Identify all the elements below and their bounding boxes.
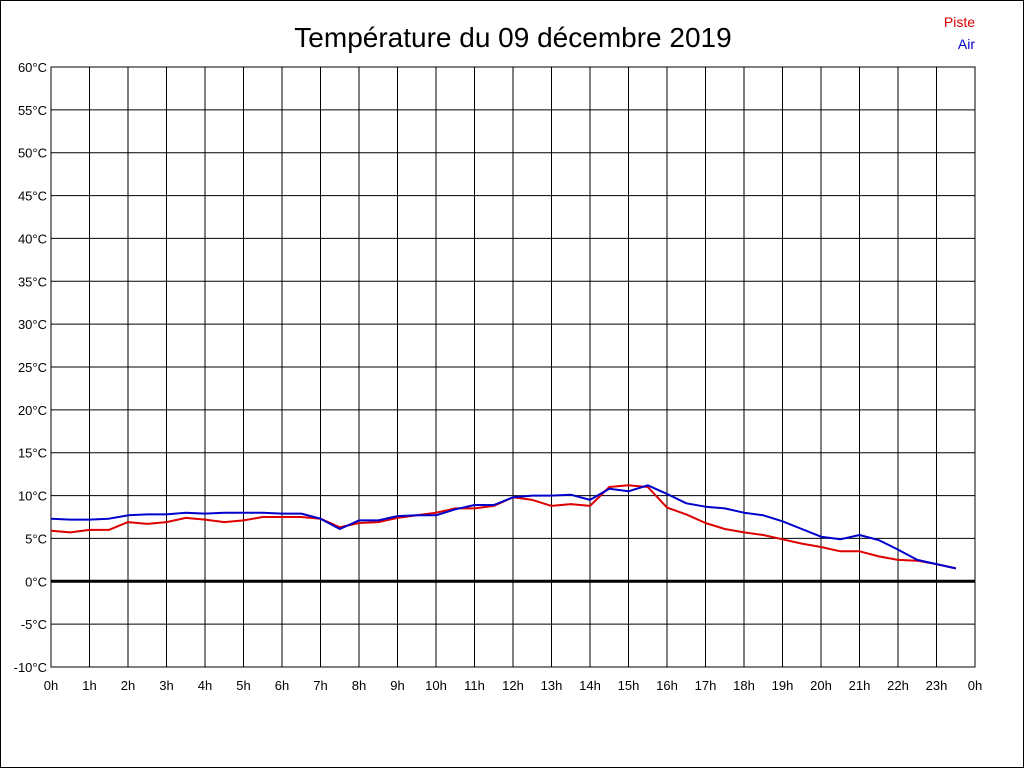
y-tick-label: 40°C <box>18 231 47 246</box>
series-line-air <box>50 484 957 570</box>
x-tick-label: 8h <box>352 678 366 693</box>
x-tick-label: 22h <box>887 678 909 693</box>
x-tick-label: 14h <box>579 678 601 693</box>
x-tick-label: 7h <box>313 678 327 693</box>
x-tick-label: 9h <box>390 678 404 693</box>
y-tick-label: 55°C <box>18 103 47 118</box>
y-tick-label: 25°C <box>18 360 47 375</box>
x-tick-label: 16h <box>656 678 678 693</box>
y-tick-label: 45°C <box>18 189 47 204</box>
x-tick-label: 0h <box>968 678 982 693</box>
x-tick-label: 19h <box>772 678 794 693</box>
x-tick-label: 10h <box>425 678 447 693</box>
y-tick-label: 5°C <box>25 531 47 546</box>
y-tick-label: 30°C <box>18 317 47 332</box>
x-tick-label: 11h <box>464 678 485 693</box>
x-tick-label: 4h <box>198 678 212 693</box>
x-tick-label: 18h <box>733 678 755 693</box>
x-tick-label: 15h <box>618 678 640 693</box>
x-tick-label: 12h <box>502 678 524 693</box>
x-tick-label: 3h <box>159 678 173 693</box>
y-tick-label: 20°C <box>18 403 47 418</box>
chart-title: Température du 09 décembre 2019 <box>294 22 731 53</box>
chart-series <box>50 484 957 570</box>
x-tick-label: 13h <box>541 678 563 693</box>
y-tick-label: -5°C <box>21 617 47 632</box>
y-tick-label: 15°C <box>18 446 47 461</box>
chart-axes: 0h 1h 2h 3h 4h 5h 6h 7h 8h 9h 10h 11h 12h 13h 14h 15h 16… <box>14 60 983 693</box>
y-tick-label: 50°C <box>18 146 47 161</box>
x-tick-label: 23h <box>926 678 948 693</box>
chart-grid <box>50 66 976 668</box>
x-tick-label: 2h <box>121 678 135 693</box>
y-tick-label: 60°C <box>18 60 47 75</box>
x-tick-label: 21h <box>849 678 871 693</box>
chart-legend: Piste Air <box>944 14 975 52</box>
x-tick-label: 17h <box>695 678 717 693</box>
x-tick-label: 0h <box>44 678 58 693</box>
series-line-piste <box>50 484 957 570</box>
x-tick-label: 1h <box>82 678 96 693</box>
x-tick-label: 6h <box>275 678 289 693</box>
x-tick-label: 20h <box>810 678 832 693</box>
y-tick-label: -10°C <box>14 660 47 675</box>
legend-entry-air: Air <box>958 36 975 52</box>
y-tick-label: 35°C <box>18 274 47 289</box>
plot-border <box>50 66 976 668</box>
y-tick-label: 0°C <box>25 574 47 589</box>
legend-entry-piste: Piste <box>944 14 975 30</box>
x-tick-label: 5h <box>236 678 250 693</box>
y-tick-label: 10°C <box>18 489 47 504</box>
